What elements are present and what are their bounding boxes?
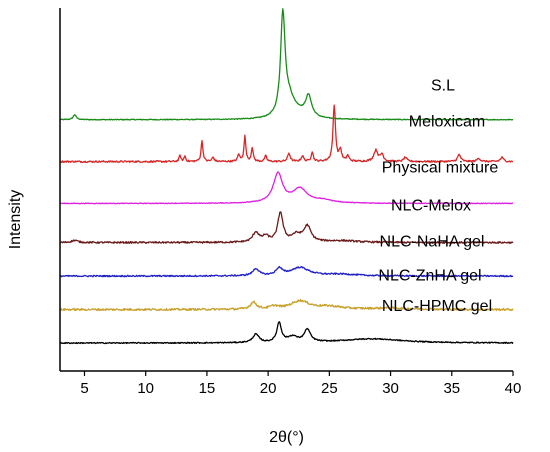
series-line-0	[59, 8, 514, 121]
plot-area: S.L Meloxicam Physical mixture NLC-Melox NLC…	[59, 8, 514, 345]
series-labels: S.L Meloxicam Physical mixture NLC-Melox NLC…	[378, 77, 498, 315]
x-tick-label-5: 30	[382, 380, 399, 397]
axes: 5 10 15 20 25 30 35 40	[59, 8, 521, 397]
series-line-2	[59, 171, 514, 205]
series-line-4	[59, 265, 514, 278]
series-line-3	[59, 211, 514, 244]
x-tick-label-4: 25	[321, 380, 338, 397]
x-tick-label-2: 15	[199, 380, 216, 397]
series-line-1	[59, 104, 514, 164]
x-ticks: 5 10 15 20 25 30 35 40	[80, 371, 521, 397]
y-axis-title: Intensity	[7, 190, 24, 250]
x-tick-label-1: 10	[137, 380, 154, 397]
series-label-3: NLC-Melox	[391, 197, 471, 214]
x-tick-label-3: 20	[260, 380, 277, 397]
series-line-5	[59, 298, 514, 312]
x-tick-label-0: 5	[80, 380, 88, 397]
series-label-1: Meloxicam	[409, 114, 485, 131]
x-tick-label-7: 40	[505, 380, 522, 397]
series-lines	[59, 8, 514, 345]
x-tick-label-6: 35	[443, 380, 460, 397]
series-label-4: NLC-NaHA gel	[380, 234, 485, 251]
series-line-6	[59, 321, 514, 345]
series-label-6: NLC-HPMC gel	[382, 298, 492, 315]
series-label-2: Physical mixture	[382, 160, 499, 177]
x-axis-title: 2θ(°)	[269, 429, 304, 446]
series-label-0: S.L	[431, 77, 455, 94]
series-label-5: NLC-ZnHA gel	[378, 267, 481, 284]
